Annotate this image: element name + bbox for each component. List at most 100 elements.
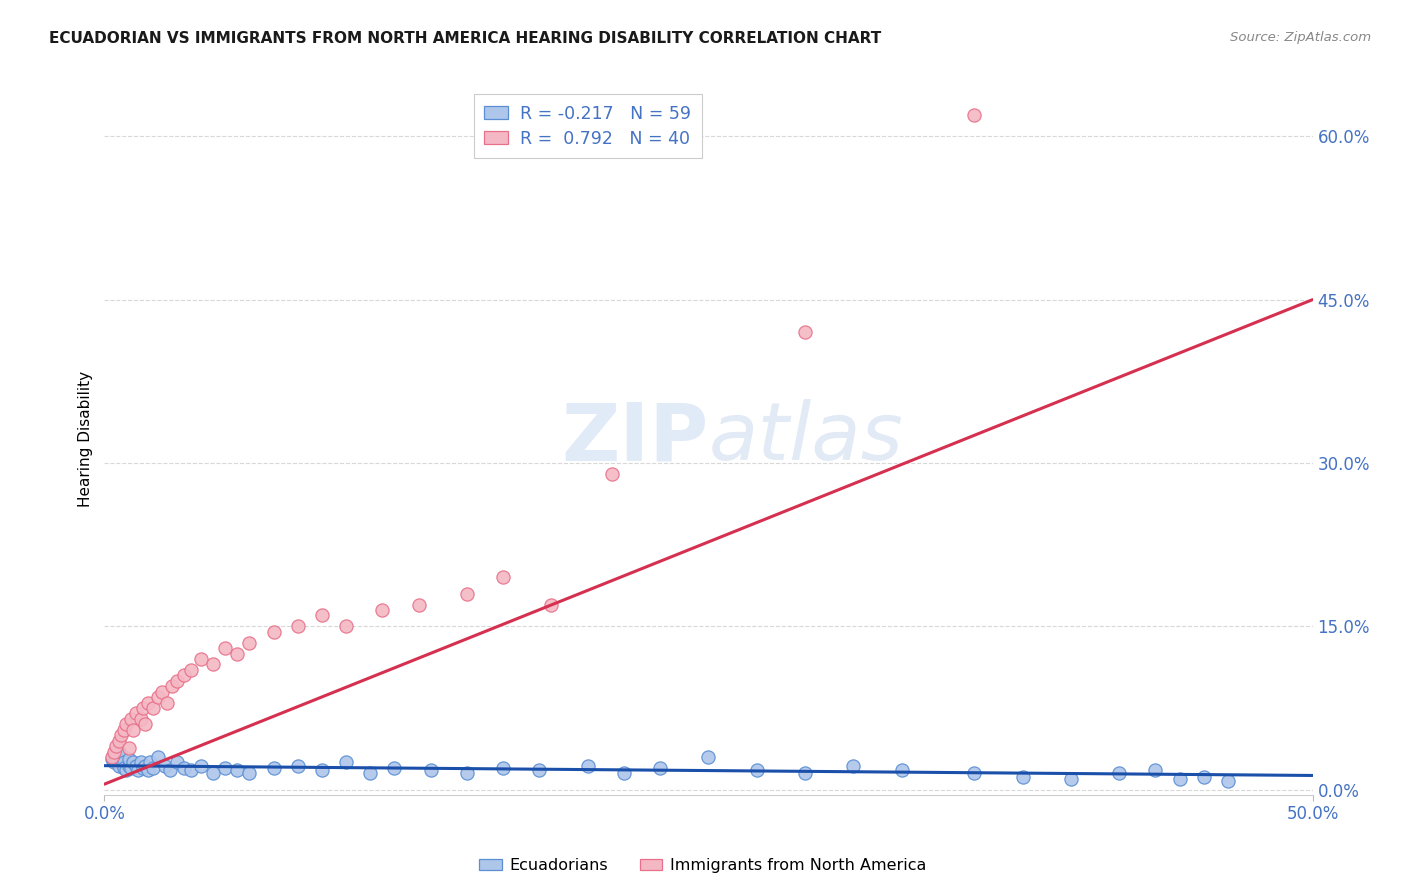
Point xyxy=(794,766,817,780)
Point xyxy=(1060,772,1083,786)
Point xyxy=(263,624,285,639)
Point xyxy=(371,603,394,617)
Point xyxy=(456,587,478,601)
Point xyxy=(112,756,135,770)
Text: ECUADORIAN VS IMMIGRANTS FROM NORTH AMERICA HEARING DISABILITY CORRELATION CHART: ECUADORIAN VS IMMIGRANTS FROM NORTH AMER… xyxy=(49,31,882,46)
Point xyxy=(150,684,173,698)
Point xyxy=(613,766,636,780)
Y-axis label: Hearing Disability: Hearing Disability xyxy=(79,370,93,507)
Point xyxy=(134,758,156,772)
Point xyxy=(110,747,132,762)
Point xyxy=(132,701,155,715)
Point xyxy=(359,766,381,780)
Point xyxy=(132,761,155,775)
Point xyxy=(419,763,441,777)
Point xyxy=(134,717,156,731)
Point xyxy=(146,690,169,704)
Point xyxy=(890,763,912,777)
Point xyxy=(100,752,122,766)
Point xyxy=(1144,763,1167,777)
Point xyxy=(112,761,135,775)
Point xyxy=(1192,770,1215,784)
Point xyxy=(173,668,195,682)
Point xyxy=(122,756,145,770)
Point xyxy=(842,758,865,772)
Point xyxy=(408,598,430,612)
Point xyxy=(120,761,142,775)
Point xyxy=(166,673,188,688)
Point xyxy=(103,756,125,770)
Point xyxy=(287,758,309,772)
Point xyxy=(540,598,562,612)
Point xyxy=(745,763,768,777)
Point xyxy=(105,750,128,764)
Point xyxy=(576,758,599,772)
Point xyxy=(190,652,212,666)
Point xyxy=(1216,773,1239,788)
Point xyxy=(238,635,260,649)
Point xyxy=(214,761,236,775)
Point xyxy=(136,763,159,777)
Point xyxy=(263,761,285,775)
Point xyxy=(120,712,142,726)
Point xyxy=(103,745,125,759)
Point xyxy=(160,679,183,693)
Point xyxy=(129,756,152,770)
Point xyxy=(139,756,162,770)
Point xyxy=(146,750,169,764)
Point xyxy=(456,766,478,780)
Point xyxy=(202,657,225,672)
Point xyxy=(180,663,202,677)
Text: ZIP: ZIP xyxy=(561,400,709,477)
Point xyxy=(1011,770,1033,784)
Point xyxy=(492,570,515,584)
Point xyxy=(335,619,357,633)
Point xyxy=(311,608,333,623)
Point xyxy=(650,761,672,775)
Point xyxy=(963,107,986,121)
Point xyxy=(142,701,165,715)
Point xyxy=(108,733,131,747)
Point xyxy=(492,761,515,775)
Point xyxy=(794,326,817,340)
Text: Source: ZipAtlas.com: Source: ZipAtlas.com xyxy=(1230,31,1371,45)
Point xyxy=(335,756,357,770)
Point xyxy=(115,763,138,777)
Legend: R = -0.217   N = 59, R =  0.792   N = 40: R = -0.217 N = 59, R = 0.792 N = 40 xyxy=(474,95,702,158)
Point xyxy=(697,750,720,764)
Point xyxy=(110,728,132,742)
Point xyxy=(117,758,139,772)
Point xyxy=(214,641,236,656)
Point xyxy=(108,745,131,759)
Point xyxy=(238,766,260,780)
Point xyxy=(115,717,138,731)
Point xyxy=(100,750,122,764)
Point xyxy=(311,763,333,777)
Point xyxy=(136,696,159,710)
Point xyxy=(127,763,149,777)
Point xyxy=(156,696,179,710)
Point xyxy=(382,761,405,775)
Point xyxy=(600,467,623,481)
Point xyxy=(963,766,986,780)
Point xyxy=(105,739,128,753)
Point xyxy=(180,763,202,777)
Point xyxy=(142,761,165,775)
Point xyxy=(117,741,139,756)
Text: atlas: atlas xyxy=(709,400,903,477)
Legend: Ecuadorians, Immigrants from North America: Ecuadorians, Immigrants from North Ameri… xyxy=(472,852,934,880)
Point xyxy=(117,752,139,766)
Point xyxy=(166,756,188,770)
Point xyxy=(1108,766,1130,780)
Point xyxy=(202,766,225,780)
Point xyxy=(110,752,132,766)
Point xyxy=(125,758,148,772)
Point xyxy=(173,761,195,775)
Point xyxy=(1168,772,1191,786)
Point xyxy=(153,758,176,772)
Point xyxy=(529,763,551,777)
Point xyxy=(287,619,309,633)
Point xyxy=(129,712,152,726)
Point xyxy=(159,763,181,777)
Point xyxy=(112,723,135,737)
